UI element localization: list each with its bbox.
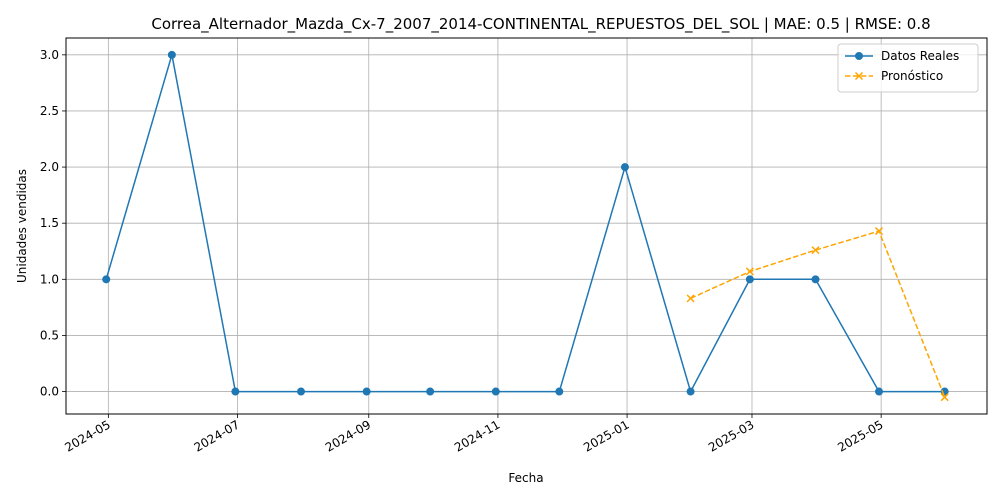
series-layer <box>102 50 949 402</box>
plot-frame <box>65 37 988 415</box>
grid <box>66 38 987 414</box>
data-point <box>555 387 564 396</box>
forecast-point <box>874 227 884 236</box>
y-tick-label: 0.5 <box>40 328 59 342</box>
forecast-point <box>940 393 949 402</box>
data-point <box>745 275 754 284</box>
forecast-point <box>811 246 820 255</box>
data-point <box>167 50 176 59</box>
data-point <box>686 387 695 396</box>
y-tick-label: 2.0 <box>40 160 59 174</box>
data-point <box>297 387 306 396</box>
y-tick-label: 1.5 <box>40 216 59 230</box>
y-tick-label: 0.0 <box>40 385 59 399</box>
series-line-0 <box>105 54 945 394</box>
legend-marker-forecast <box>854 71 864 81</box>
data-point <box>426 387 435 396</box>
chart-title: Correa_Alternador_Mazda_Cx-7_2007_2014-C… <box>151 15 930 34</box>
y-tick-label: 1.0 <box>40 272 59 286</box>
legend-marker-real <box>855 52 863 60</box>
x-axis-title: Fecha <box>508 471 543 485</box>
data-point <box>102 275 111 284</box>
data-point <box>491 387 500 396</box>
forecast-point <box>745 267 754 276</box>
legend-label-real: Datos Reales <box>881 49 959 63</box>
legend: Datos Reales Pronóstico <box>837 43 979 93</box>
y-axis-title: Unidades vendidas <box>15 169 29 283</box>
legend-label-forecast: Pronóstico <box>881 69 943 83</box>
y-tick-label: 3.0 <box>40 48 59 62</box>
forecast-point <box>686 294 695 303</box>
series-line-1 <box>690 230 946 398</box>
data-point <box>231 387 240 396</box>
data-point <box>362 387 371 396</box>
data-point <box>811 275 820 284</box>
y-tick-label: 2.5 <box>40 104 59 118</box>
data-point <box>620 163 629 172</box>
data-point <box>875 387 884 396</box>
